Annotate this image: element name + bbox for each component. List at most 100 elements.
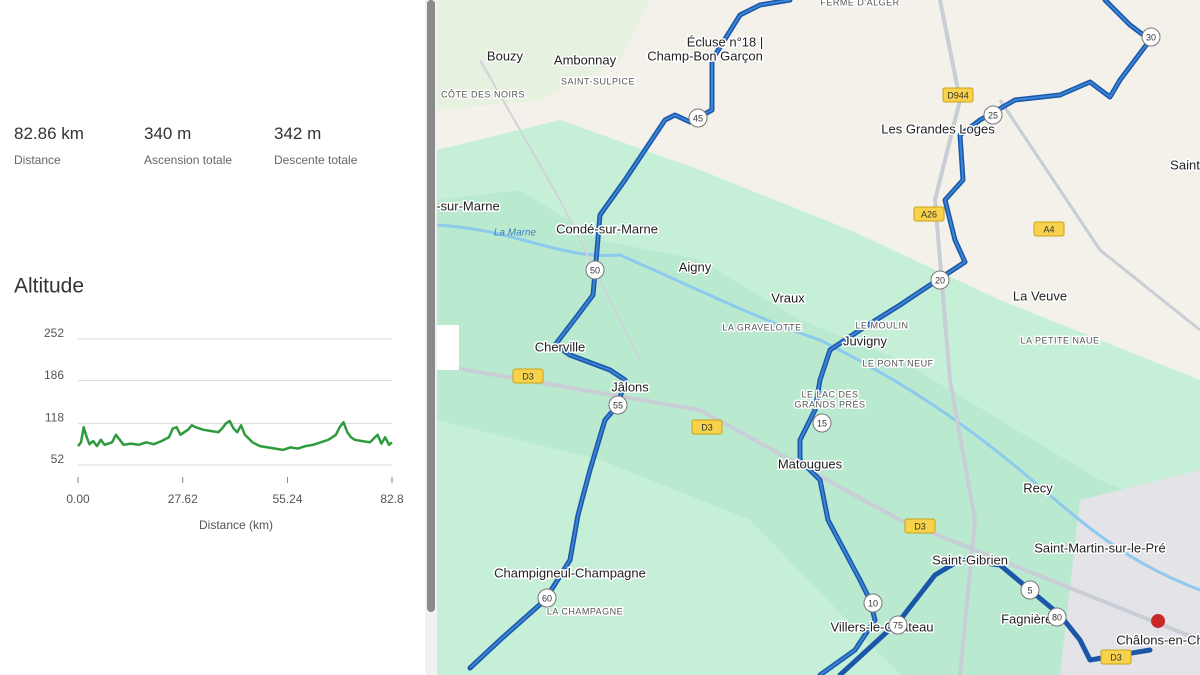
km-marker-label: 10 [868, 598, 878, 608]
x-tick-label: 55.24 [272, 492, 302, 506]
place-label: La Veuve [1013, 288, 1067, 303]
place-label: Saint-Gibrien [932, 552, 1008, 567]
chart-title: Altitude [14, 275, 84, 298]
place-label: CÔTE DES NOIRS [441, 89, 525, 99]
place-label: Châlons-en-Ch [1116, 632, 1200, 647]
place-label: Ambonnay [554, 52, 617, 67]
route-segment [469, 0, 791, 669]
km-marker [812, 413, 832, 433]
km-marker-label: 75 [893, 620, 903, 630]
place-label: GRANDS PRÉS [794, 399, 865, 409]
scroll-thumb[interactable] [427, 0, 435, 612]
place-label: Saint-Martin-sur-le-Pré [1034, 540, 1165, 555]
place-label: LE LAC DES [801, 389, 858, 399]
place-label: Aigny [679, 259, 712, 274]
x-tick-label: 0.00 [66, 492, 90, 506]
place-label: Jâlons [611, 379, 649, 394]
stat: 82.86 km Distance [14, 124, 84, 167]
road-label: D3 [1110, 652, 1122, 662]
road-label: D944 [947, 90, 969, 100]
road-badge [904, 518, 936, 534]
km-marker [1141, 27, 1161, 47]
km-marker-label: 50 [590, 265, 600, 275]
place-label: Matougues [778, 456, 843, 471]
place-label: Écluse n°18 | [687, 34, 764, 49]
km-marker-label: 80 [1052, 612, 1062, 622]
place-label: Condé-sur-Marne [556, 221, 658, 236]
place-label: Cherville [535, 339, 586, 354]
road-badge [512, 368, 544, 384]
road-label: D3 [701, 422, 713, 432]
stat-label: Distance [14, 153, 61, 167]
km-marker [585, 260, 605, 280]
place-label: Fagnières [1001, 611, 1059, 626]
km-marker [537, 588, 557, 608]
road-badge [913, 206, 945, 222]
river [437, 223, 1200, 592]
km-marker-label: 25 [988, 110, 998, 120]
km-marker [888, 615, 908, 635]
route-segment [799, 0, 1151, 675]
place-label: Les Grandes Loges [881, 121, 995, 136]
scrollbar[interactable] [425, 0, 437, 675]
place-label: Villers-le-Château [830, 619, 933, 634]
place-label: Recy [1023, 480, 1053, 495]
route-segment [837, 557, 1153, 675]
road [998, 99, 1200, 332]
road [932, 0, 978, 675]
place-label: LA PETITE NAUE [1020, 335, 1099, 345]
road-badge [1033, 221, 1065, 237]
km-marker-label: 30 [1146, 32, 1156, 42]
place-label: SAINT-SULPICE [561, 76, 635, 86]
map-edge [437, 325, 459, 370]
km-marker [608, 395, 628, 415]
y-tick-label: 186 [44, 368, 64, 382]
km-marker-label: 55 [613, 400, 623, 410]
place-label: Saint [1170, 157, 1200, 172]
km-marker-label: 20 [935, 275, 945, 285]
place-label: LA GRAVELOTTE [722, 322, 801, 332]
road-label: A4 [1043, 224, 1054, 234]
road-badge [942, 87, 974, 103]
y-tick-label: 118 [45, 411, 64, 425]
stat-label: Descente totale [274, 153, 358, 167]
place-label: Champigneul-Champagne [494, 565, 646, 580]
km-marker [983, 105, 1003, 125]
stat-value: 340 m [144, 124, 192, 143]
km-marker-label: 15 [817, 418, 827, 428]
road [479, 59, 641, 361]
stat: 342 m Descente totale [274, 124, 357, 167]
town [1060, 470, 1200, 675]
place-label: Bouzy [487, 48, 524, 63]
km-marker-label: 5 [1027, 585, 1032, 595]
place-label: La Marne [494, 228, 537, 239]
altitude-chart: Altitude Distance (km) 52 118 186 252 0.00 27… [14, 275, 404, 533]
km-marker [1047, 607, 1067, 627]
x-axis-label: Distance (km) [199, 518, 273, 532]
vineyard [437, 0, 650, 110]
place-label: LA CHAMPAGNE [547, 606, 623, 616]
x-tick-label: 82.8 [380, 492, 404, 506]
end-pin[interactable] [1151, 614, 1166, 640]
place-label: Vraux [771, 290, 805, 305]
side-panel: 82.86 km Distance 340 m Ascension totale 3… [0, 0, 425, 675]
place-label: -sur-Marne [437, 198, 500, 213]
x-tick-label: 27.62 [168, 492, 198, 506]
stat: 340 m Ascension totale [144, 124, 232, 167]
place-label: Juvigny [843, 333, 888, 348]
stat-value: 342 m [274, 124, 322, 143]
y-tick-label: 252 [44, 326, 64, 340]
road-label: D3 [522, 371, 534, 381]
km-marker [1020, 580, 1040, 600]
green-area [437, 190, 1200, 675]
place-label: LE PONT NEUF [862, 358, 933, 368]
y-tick-label: 52 [51, 452, 65, 466]
stat-value: 82.86 km [14, 124, 84, 143]
km-marker-label: 60 [542, 593, 552, 603]
place-label: Champ-Bon Garçon [647, 48, 763, 63]
km-marker [930, 270, 950, 290]
map[interactable]: Bouzy Ambonnay SAINT-SULPICE CÔTE DES NOIRS… [437, 0, 1200, 675]
place-label: LE MOULIN [855, 320, 908, 330]
km-marker [688, 108, 708, 128]
